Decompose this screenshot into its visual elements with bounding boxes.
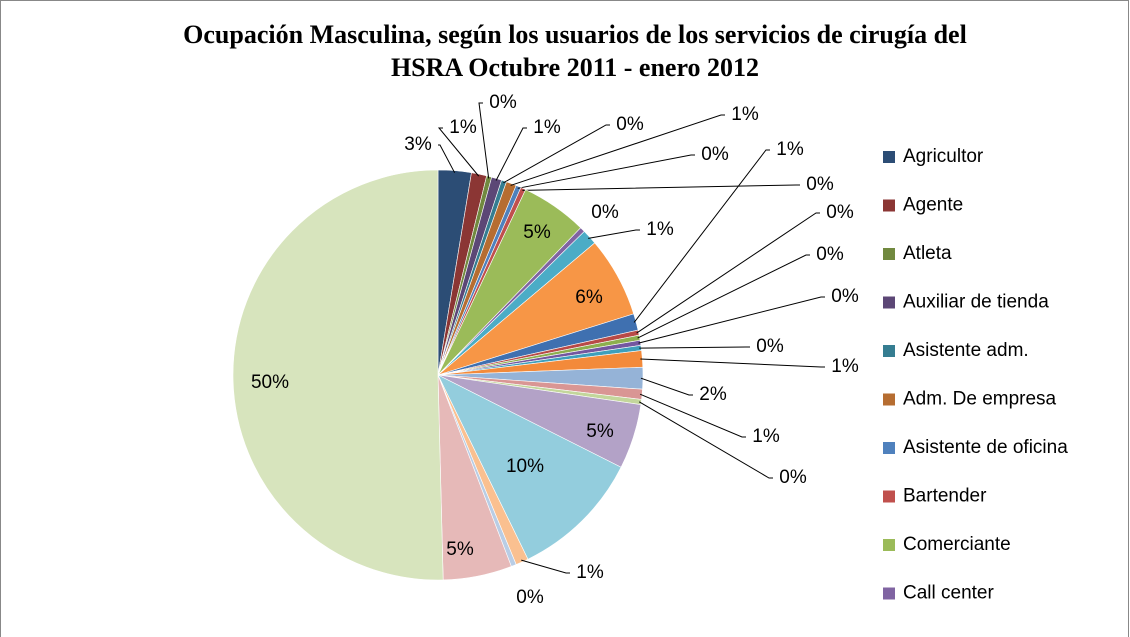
leader-line (636, 212, 820, 334)
data-label: 0% (816, 244, 844, 265)
legend-swatch (883, 490, 895, 503)
legend-swatch (883, 345, 895, 357)
legend-label: Auxiliar de tienda (903, 292, 1049, 313)
leader-line (637, 254, 810, 339)
leader-line (438, 144, 456, 173)
data-label: 5% (586, 421, 614, 442)
pie-slice (437, 374, 622, 560)
legend-label: Asistente adm. (903, 340, 1029, 361)
leader-line (495, 127, 527, 181)
data-label: 1% (731, 104, 759, 125)
leader-line (633, 149, 770, 323)
legend-label: Asistente de oficina (903, 437, 1068, 458)
data-label: 6% (575, 287, 603, 308)
leader-line (517, 154, 695, 189)
data-label: 1% (646, 219, 674, 240)
data-label: 10% (506, 456, 544, 477)
pie-slice (232, 169, 444, 581)
legend-swatch (883, 151, 895, 163)
legend-swatch (883, 199, 895, 212)
legend-label: Agente (903, 195, 963, 216)
legend-label: Agricultor (903, 146, 984, 167)
leader-line (639, 393, 746, 438)
legend-swatch (883, 442, 895, 454)
data-label: 1% (576, 562, 604, 583)
legend-swatch (883, 393, 895, 406)
leader-line (437, 127, 480, 177)
data-label: 1% (752, 426, 780, 447)
data-label: 1% (449, 117, 477, 138)
data-label: 1% (831, 356, 859, 377)
legend-label: Atleta (903, 243, 952, 264)
data-label: 5% (446, 539, 474, 560)
data-label: 0% (779, 467, 807, 488)
legend-swatch (883, 248, 895, 260)
leader-line (588, 229, 640, 239)
data-label: 5% (523, 222, 551, 243)
leader-line (640, 358, 825, 368)
leader-line (640, 377, 693, 396)
leader-line (521, 559, 570, 574)
leader-line (503, 124, 610, 184)
data-label: 0% (616, 114, 644, 135)
data-label: 0% (756, 336, 784, 357)
legend-swatch (883, 587, 895, 600)
data-label: 0% (826, 202, 854, 223)
data-label: 3% (404, 134, 432, 155)
data-label: 0% (489, 92, 517, 113)
chart-title: Ocupación Masculina, según los usuarios … (183, 20, 967, 82)
data-label: 0% (591, 202, 619, 223)
data-label: 1% (776, 139, 804, 160)
leader-line (638, 401, 773, 479)
data-label: 50% (251, 372, 289, 393)
leader-line (638, 296, 825, 344)
legend-label: Comerciante (903, 534, 1011, 555)
data-label: 2% (699, 384, 727, 405)
leader-line (639, 346, 750, 349)
data-label: 0% (831, 286, 859, 307)
data-label: 1% (533, 117, 561, 138)
data-label: 0% (701, 144, 729, 165)
legend-swatch (883, 296, 895, 309)
leader-line (522, 184, 800, 191)
legend-swatch (883, 539, 895, 551)
legend-label: Adm. De empresa (903, 389, 1057, 410)
data-label: 0% (806, 174, 834, 195)
leader-line (510, 114, 725, 186)
legend-label: Call center (903, 583, 994, 604)
leader-line (478, 102, 490, 179)
legend-label: Bartender (903, 486, 987, 507)
data-label: 0% (516, 587, 544, 608)
